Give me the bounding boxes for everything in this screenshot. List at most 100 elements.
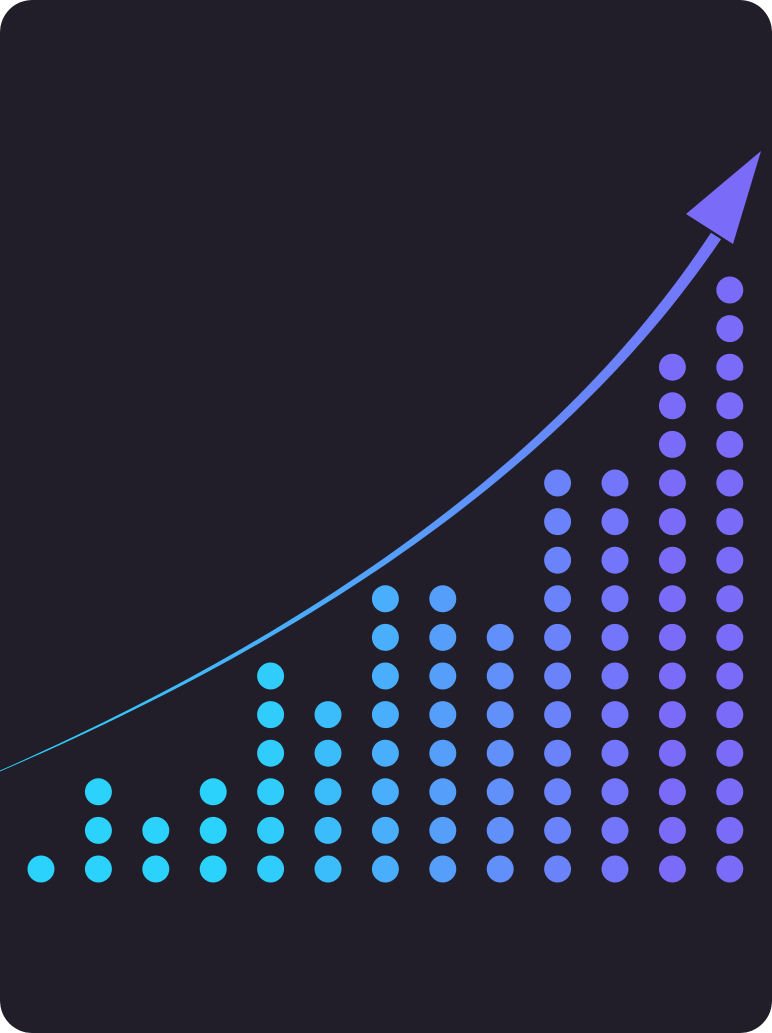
bar-dot bbox=[429, 623, 457, 651]
bar-dot bbox=[716, 585, 744, 613]
bar-dot bbox=[257, 739, 285, 767]
bar-dot bbox=[601, 778, 629, 806]
bar-dot bbox=[486, 778, 514, 806]
bar-dot bbox=[658, 546, 686, 574]
bar-dot bbox=[257, 662, 285, 690]
bar-dot bbox=[314, 701, 342, 729]
trend-arrowhead bbox=[686, 151, 761, 244]
bar-dot bbox=[544, 701, 572, 729]
dot-column-11 bbox=[601, 469, 629, 883]
dot-column-8 bbox=[429, 585, 457, 883]
bar-dot bbox=[601, 546, 629, 574]
bar-dot bbox=[716, 739, 744, 767]
bar-dot bbox=[486, 662, 514, 690]
bar-dot bbox=[716, 276, 744, 304]
bar-dot bbox=[429, 585, 457, 613]
bar-dot bbox=[371, 739, 399, 767]
bar-dot bbox=[658, 469, 686, 497]
bar-dot bbox=[257, 701, 285, 729]
bar-dot bbox=[544, 469, 572, 497]
bar-dot bbox=[601, 739, 629, 767]
bar-dot bbox=[716, 469, 744, 497]
bar-dot bbox=[314, 739, 342, 767]
bar-dot bbox=[658, 778, 686, 806]
bar-dot bbox=[486, 855, 514, 883]
bar-dot bbox=[371, 662, 399, 690]
bar-dot bbox=[371, 701, 399, 729]
bar-dot bbox=[486, 816, 514, 844]
bar-dot bbox=[658, 662, 686, 690]
bar-dot bbox=[716, 392, 744, 420]
bar-dot bbox=[716, 430, 744, 458]
bar-dot bbox=[601, 816, 629, 844]
bar-dot bbox=[658, 816, 686, 844]
bar-dot bbox=[27, 855, 55, 883]
dot-column-12 bbox=[658, 353, 686, 883]
bar-dot bbox=[199, 816, 227, 844]
bar-dot bbox=[142, 816, 170, 844]
bar-dot bbox=[429, 816, 457, 844]
bar-dot bbox=[371, 855, 399, 883]
bar-dot bbox=[314, 855, 342, 883]
bar-dot bbox=[658, 430, 686, 458]
bar-dot bbox=[716, 508, 744, 536]
bar-dot bbox=[716, 855, 744, 883]
bar-dot bbox=[716, 623, 744, 651]
bar-dot bbox=[371, 623, 399, 651]
dot-column-1 bbox=[27, 855, 55, 883]
bar-dot bbox=[716, 778, 744, 806]
bar-dot bbox=[658, 508, 686, 536]
dot-column-13 bbox=[716, 276, 744, 883]
dot-columns bbox=[27, 276, 744, 883]
bar-dot bbox=[544, 855, 572, 883]
bar-dot bbox=[658, 585, 686, 613]
bar-dot bbox=[257, 855, 285, 883]
bar-dot bbox=[658, 392, 686, 420]
bar-dot bbox=[658, 353, 686, 381]
bar-dot bbox=[84, 778, 112, 806]
bar-dot bbox=[429, 778, 457, 806]
bar-dot bbox=[429, 739, 457, 767]
bar-dot bbox=[601, 701, 629, 729]
bar-dot bbox=[84, 855, 112, 883]
bar-dot bbox=[716, 662, 744, 690]
bar-dot bbox=[314, 816, 342, 844]
bar-dot bbox=[544, 739, 572, 767]
bar-dot bbox=[371, 585, 399, 613]
bar-dot bbox=[601, 585, 629, 613]
bar-dot bbox=[601, 662, 629, 690]
dot-column-2 bbox=[84, 778, 112, 883]
dot-column-10 bbox=[544, 469, 572, 883]
dot-column-5 bbox=[257, 662, 285, 883]
dot-column-6 bbox=[314, 701, 342, 883]
bar-dot bbox=[544, 662, 572, 690]
bar-dot bbox=[658, 623, 686, 651]
bar-dot bbox=[544, 816, 572, 844]
bar-dot bbox=[716, 353, 744, 381]
bar-dot bbox=[371, 816, 399, 844]
bar-dot bbox=[716, 546, 744, 574]
bar-dot bbox=[257, 816, 285, 844]
dot-column-3 bbox=[142, 816, 170, 883]
bar-dot bbox=[544, 623, 572, 651]
bar-dot bbox=[429, 701, 457, 729]
dot-column-4 bbox=[199, 778, 227, 883]
bar-dot bbox=[429, 855, 457, 883]
bar-dot bbox=[486, 701, 514, 729]
dot-column-9 bbox=[486, 623, 514, 883]
bar-dot bbox=[199, 778, 227, 806]
bar-dot bbox=[544, 585, 572, 613]
bar-dot bbox=[142, 855, 170, 883]
bar-dot bbox=[658, 855, 686, 883]
bar-dot bbox=[429, 662, 457, 690]
dot-column-7 bbox=[371, 585, 399, 883]
bar-dot bbox=[716, 315, 744, 343]
bar-dot bbox=[486, 623, 514, 651]
bar-dot bbox=[486, 739, 514, 767]
bar-dot bbox=[601, 508, 629, 536]
bar-dot bbox=[601, 469, 629, 497]
bar-dot bbox=[658, 701, 686, 729]
